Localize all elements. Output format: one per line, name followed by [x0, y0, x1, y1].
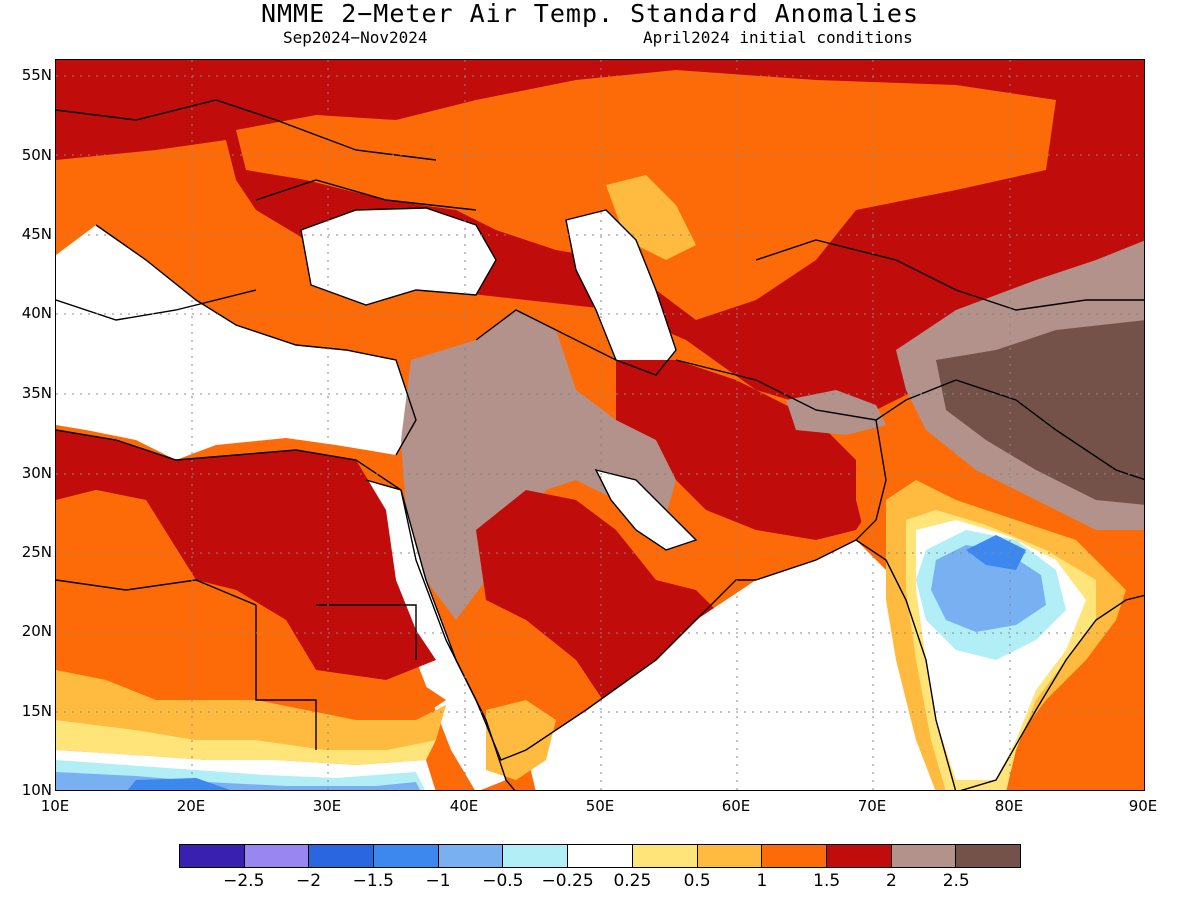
- legend-swatch: [762, 845, 827, 867]
- anomaly-map-svg: [56, 60, 1144, 790]
- iran-dark-red-region: [616, 360, 876, 540]
- legend-label: 1.5: [813, 871, 841, 891]
- lat-label-10n: 10N: [21, 781, 52, 799]
- legend-swatch: [568, 845, 633, 867]
- north-africa-dark-red-region: [56, 430, 436, 680]
- lon-label-10e: 10E: [40, 797, 70, 815]
- legend-swatch: [438, 845, 504, 867]
- lon-label-80e: 80E: [994, 797, 1024, 815]
- legend-label: 0.25: [613, 871, 652, 891]
- color-legend: [179, 844, 1021, 868]
- sahel-light-yellow-band: [56, 720, 436, 765]
- tibet-dark-brown-region: [936, 320, 1144, 505]
- legend-swatch: [632, 845, 698, 867]
- pakistan-orange-region: [856, 430, 1144, 620]
- legend-swatch: [826, 845, 892, 867]
- lon-label-60e: 60E: [721, 797, 751, 815]
- legend-swatch: [891, 845, 957, 867]
- lon-label-50e: 50E: [585, 797, 615, 815]
- legend-swatch: [697, 845, 763, 867]
- legend-swatch: [503, 845, 569, 867]
- legend-swatch: [374, 845, 439, 867]
- legend-swatch: [956, 845, 1020, 867]
- lat-label-50n: 50N: [21, 146, 52, 164]
- lat-label-20n: 20N: [21, 622, 52, 640]
- caspian-sea-area: [566, 210, 676, 375]
- legend-label: −1: [425, 871, 451, 891]
- legend-label: 1: [756, 871, 768, 891]
- map-title: NMME 2−Meter Air Temp. Standard Anomalie…: [260, 0, 920, 28]
- coastlines-and-borders: [56, 99, 1144, 790]
- sahel-deep-blue-patch: [127, 778, 231, 790]
- legend-label: 2.5: [942, 871, 970, 891]
- legend-swatch: [309, 845, 375, 867]
- legend-label: −2: [296, 871, 322, 891]
- lon-label-20e: 20E: [176, 797, 206, 815]
- legend-label: −2.5: [223, 871, 265, 891]
- legend-label: −0.25: [541, 871, 594, 891]
- legend-label: −0.5: [482, 871, 524, 891]
- lon-label-30e: 30E: [312, 797, 342, 815]
- forecast-period: Sep2024−Nov2024: [283, 28, 428, 47]
- lat-label-45n: 45N: [21, 225, 52, 243]
- legend-swatch: [244, 845, 310, 867]
- lat-label-40n: 40N: [21, 304, 52, 322]
- arabian-sea-area: [526, 540, 956, 790]
- red-sea-area: [366, 480, 506, 790]
- mediterranean-area: [56, 225, 416, 460]
- india-blue-core: [966, 535, 1026, 570]
- lat-label-15n: 15N: [21, 702, 52, 720]
- lat-label-35n: 35N: [21, 384, 52, 402]
- middle-east-brown-region: [401, 310, 676, 620]
- gridlines: [56, 60, 1144, 790]
- persian-gulf-area: [596, 470, 696, 550]
- afghanistan-brown-patch: [786, 390, 886, 435]
- legend-label: −1.5: [352, 871, 394, 891]
- lat-label-25n: 25N: [21, 543, 52, 561]
- yemen-yellow-patch: [486, 700, 556, 780]
- lon-label-40e: 40E: [449, 797, 479, 815]
- lon-label-70e: 70E: [857, 797, 887, 815]
- anomaly-map: [55, 59, 1145, 791]
- lon-label-90e: 90E: [1128, 797, 1158, 815]
- initial-conditions: April2024 initial conditions: [643, 28, 913, 47]
- legend-swatch: [180, 845, 245, 867]
- sahel-yellow-band: [56, 670, 446, 750]
- lat-label-30n: 30N: [21, 464, 52, 482]
- north-africa-orange-region: [56, 490, 446, 720]
- black-sea-area: [301, 208, 496, 305]
- lat-label-55n: 55N: [21, 66, 52, 84]
- legend-label: 0.5: [683, 871, 711, 891]
- legend-label: 2: [886, 871, 897, 891]
